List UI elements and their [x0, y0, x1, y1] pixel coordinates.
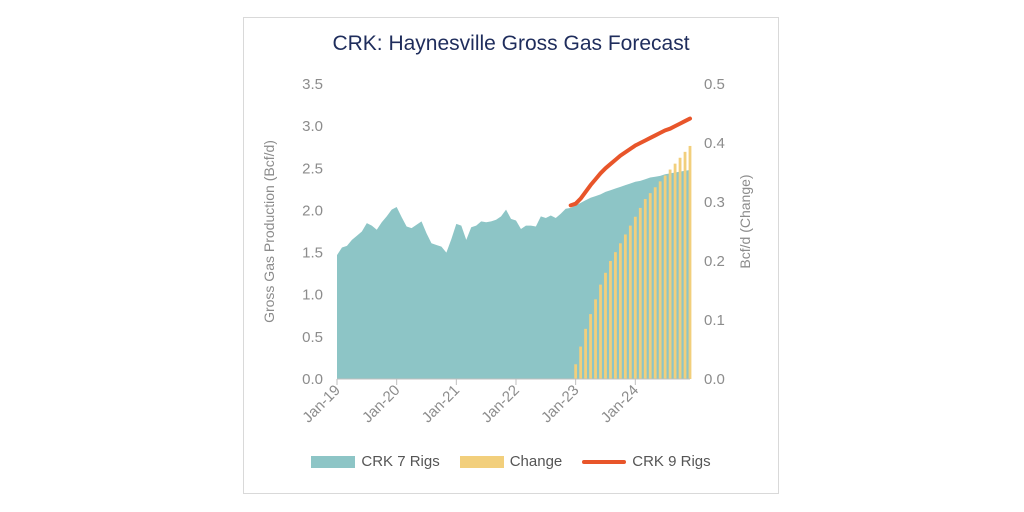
y2-tick-label: 0.4 [704, 135, 725, 152]
y-tick-label: 2.0 [302, 202, 323, 219]
bar-change [643, 199, 647, 379]
bar-change [584, 328, 587, 379]
bar-change [688, 145, 692, 379]
line-series-crk-9-rigs [568, 116, 692, 208]
bar-change [618, 243, 622, 379]
legend-label-area: CRK 7 Rigs [361, 453, 440, 470]
legend-swatch-bar [459, 455, 504, 468]
y2-tick-label: 0.1 [704, 312, 725, 329]
bar-change [614, 252, 617, 379]
y2-tick-label: 0.3 [704, 194, 725, 211]
bar-change [638, 207, 642, 379]
bar-change [579, 346, 583, 379]
bar-change [623, 234, 627, 379]
y-tick-label: 1.5 [302, 245, 323, 262]
legend-swatch-line [582, 459, 627, 464]
legend-label-line: CRK 9 Rigs [632, 453, 711, 470]
y-tick-label: 3.5 [302, 76, 323, 93]
y-tick-label: 0.5 [302, 329, 323, 346]
bar-change [609, 261, 612, 379]
legend-item-area: CRK 7 Rigs [311, 453, 440, 470]
area-series-crk-7-rigs [337, 169, 690, 379]
y-tick-label: 2.5 [302, 160, 323, 177]
bar-change [599, 284, 602, 379]
y-tick-label: 1.0 [302, 287, 323, 304]
y2-axis-title: Bcf/d (Change) [737, 174, 753, 268]
bar-change [663, 175, 667, 379]
bar-change [673, 163, 677, 379]
x-tick-label: Jan-23 [538, 382, 582, 426]
x-tick-label: Jan-22 [478, 382, 522, 426]
y-tick-label: 0.0 [302, 371, 323, 388]
x-tick-label: Jan-21 [419, 382, 463, 426]
bar-change [653, 187, 657, 379]
bar-change [668, 169, 672, 379]
bar-change [594, 299, 597, 379]
chart-panel: CRK: Haynesville Gross Gas Forecast 0.0 0… [243, 17, 779, 494]
legend-label-bar: Change [509, 453, 563, 470]
bar-change [678, 157, 682, 379]
bar-change [633, 216, 637, 379]
y2-tick-label: 0.2 [704, 253, 725, 270]
legend: CRK 7 Rigs Change CRK 9 Rigs [244, 453, 778, 470]
bar-change [589, 314, 592, 379]
x-tick-label: Jan-19 [299, 382, 343, 426]
legend-item-bar: Change [459, 453, 563, 470]
y-axis-title: Gross Gas Production (Bcf/d) [261, 140, 277, 323]
y2-tick-label: 0.5 [704, 76, 725, 93]
x-tick-label: Jan-24 [598, 382, 642, 426]
y-tick-label: 3.0 [302, 118, 323, 135]
bar-change [628, 225, 632, 379]
chart-title: CRK: Haynesville Gross Gas Forecast [332, 32, 690, 55]
bar-change [683, 151, 687, 379]
bar-change [604, 272, 607, 379]
x-tick-label: Jan-20 [359, 382, 403, 426]
bar-change [648, 193, 652, 379]
legend-item-line: CRK 9 Rigs [582, 453, 711, 470]
bar-change [574, 364, 578, 379]
legend-swatch-area [311, 455, 356, 468]
y2-tick-label: 0.0 [704, 371, 725, 388]
bar-change [658, 181, 662, 379]
chart-canvas: 0.0 0.5 1.0 1.5 2.0 2.5 3.0 3.5 0.0 0.1 0.2 0.3 0.4 0… [261, 76, 753, 426]
